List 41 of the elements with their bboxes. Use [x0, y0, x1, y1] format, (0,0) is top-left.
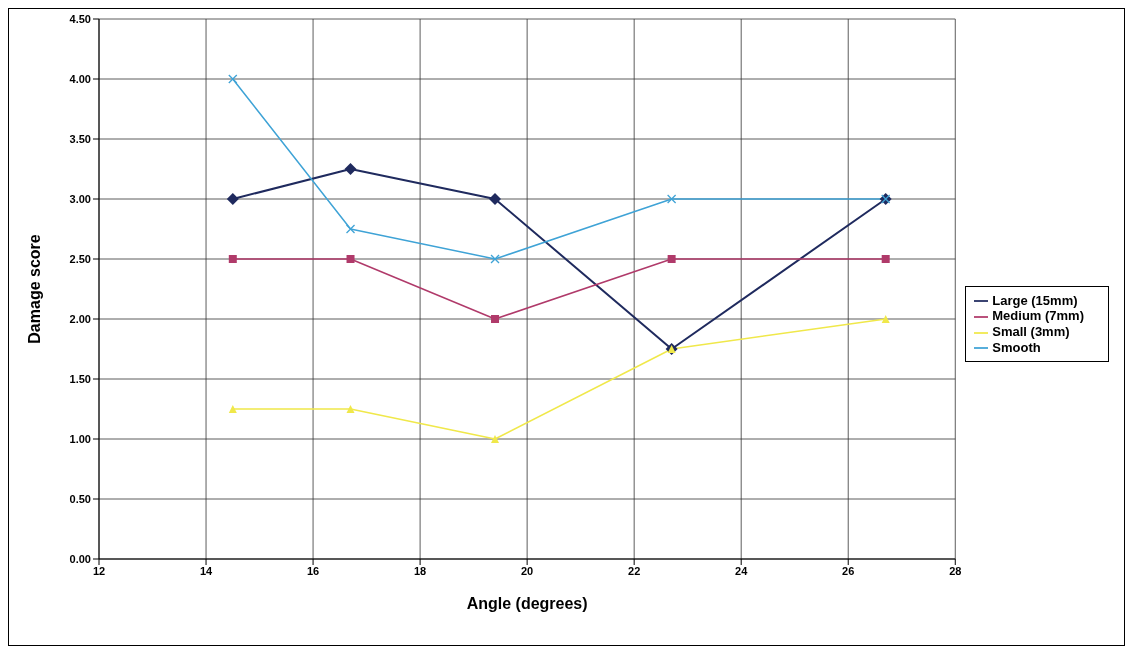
point — [491, 435, 500, 443]
point — [345, 224, 356, 234]
legend-label: Small (3mm) — [992, 324, 1070, 339]
x-tick-label: 24 — [735, 564, 749, 577]
point — [228, 74, 238, 84]
point — [881, 255, 890, 263]
point — [228, 405, 237, 413]
point — [226, 193, 239, 205]
legend-label: Medium (7mm) — [992, 308, 1084, 324]
point — [344, 163, 357, 175]
point — [491, 315, 500, 323]
y-tick-label: 3.50 — [69, 132, 91, 145]
x-axis-title: Angle (degrees) — [466, 595, 588, 612]
point — [489, 193, 502, 205]
x-tick-label: 22 — [628, 564, 641, 577]
y-tick-label: 4.00 — [69, 72, 91, 85]
y-tick-label: 0.00 — [69, 552, 91, 565]
y-tick-label: 3.00 — [69, 192, 91, 205]
point — [228, 255, 237, 263]
y-tick-label: 0.50 — [69, 492, 91, 505]
legend-label: Smooth — [992, 339, 1041, 355]
x-tick-label: 26 — [842, 564, 855, 577]
x-tick-label: 14 — [199, 564, 214, 577]
y-axis-title: Damage score — [25, 234, 43, 344]
y-tick-label: 2.00 — [69, 312, 91, 325]
point — [881, 315, 890, 323]
point — [346, 255, 355, 263]
y-tick-label: 1.50 — [69, 372, 91, 385]
x-tick-label: 12 — [92, 564, 106, 577]
legend-label: Large (15mm) — [992, 292, 1078, 308]
y-tick-label: 4.50 — [69, 12, 91, 25]
point — [346, 405, 355, 413]
x-tick-label: 20 — [521, 564, 534, 577]
x-tick-label: 18 — [413, 564, 427, 577]
point — [666, 194, 677, 204]
point — [667, 255, 676, 263]
point — [490, 254, 500, 264]
x-tick-label: 28 — [949, 564, 962, 577]
x-tick-label: 16 — [306, 564, 320, 577]
y-tick-label: 1.00 — [69, 432, 91, 445]
y-tick-label: 2.50 — [69, 252, 91, 265]
